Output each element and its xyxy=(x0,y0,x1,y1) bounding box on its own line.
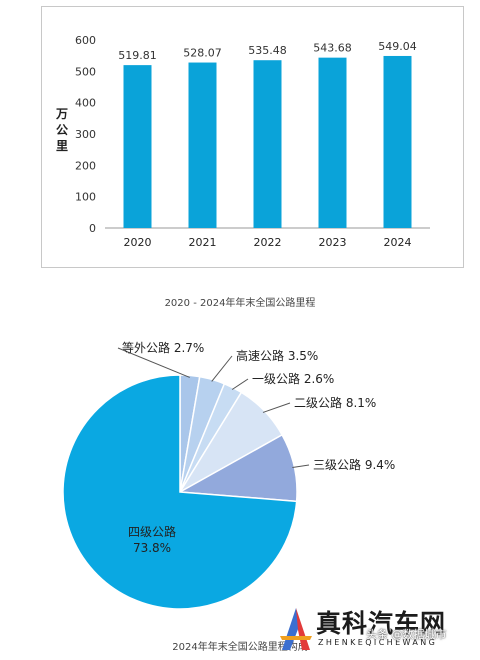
y-tick-label: 200 xyxy=(75,159,96,172)
y-tick-label: 0 xyxy=(89,222,96,235)
pie-slice-value-label: 73.8% xyxy=(133,541,171,555)
x-tick-label: 2023 xyxy=(319,236,347,249)
bar xyxy=(383,55,412,228)
y-tick-label: 400 xyxy=(75,97,96,110)
bar xyxy=(188,62,217,228)
x-tick-label: 2021 xyxy=(189,236,217,249)
watermark-title: 真科汽车网 xyxy=(316,609,447,638)
pie-slice-label: 二级公路 8.1% xyxy=(294,395,376,410)
pie-slice-label: 高速公路 3.5% xyxy=(236,348,318,363)
bar xyxy=(253,60,282,229)
pie-slice-label: 四级公路 xyxy=(128,524,176,539)
bar-value-label: 549.04 xyxy=(378,40,417,53)
y-axis-label: 万公里 xyxy=(55,107,68,153)
bar-value-label: 528.07 xyxy=(183,47,222,60)
watermark-logo: 真科汽车网 ZHENKEQICHEWANG 头条 @数据城市 xyxy=(278,604,478,656)
bar-chart: 0 100 200 300 400 500 600 万公里 519.81 2020 528.07 20… xyxy=(55,34,430,249)
pie-leader-line xyxy=(262,402,291,413)
y-tick-label: 300 xyxy=(75,128,96,141)
pie-leader-line xyxy=(231,378,249,390)
pie-slice-label: 一级公路 2.6% xyxy=(252,371,334,386)
bar-value-label: 543.68 xyxy=(313,42,352,55)
y-tick-label: 500 xyxy=(75,65,96,78)
watermark-subtitle: ZHENKEQICHEWANG xyxy=(318,638,438,647)
pie-slice-label: 等外公路 2.7% xyxy=(122,340,204,355)
bar-chart-caption: 2020 - 2024年年末全国公路里程 xyxy=(164,298,316,309)
watermark-tag: 头条 @数据城市 xyxy=(366,628,447,641)
x-tick-label: 2024 xyxy=(384,236,412,249)
pie-leader-line xyxy=(117,347,190,378)
bar-value-label: 519.81 xyxy=(118,49,157,62)
pie-chart-caption: 2024年年末全国公路里程构成 xyxy=(172,642,308,653)
pie-slice-label: 三级公路 9.4% xyxy=(313,457,395,472)
pie-slice xyxy=(62,374,298,610)
y-tick-label: 600 xyxy=(75,34,96,47)
logo-mark-icon xyxy=(280,608,312,650)
pie-leader-line xyxy=(292,464,310,468)
pie-leader-line xyxy=(211,355,233,382)
bar-value-label: 535.48 xyxy=(248,44,287,57)
x-tick-label: 2020 xyxy=(124,236,152,249)
bar xyxy=(318,57,347,228)
y-tick-label: 100 xyxy=(75,191,96,204)
x-tick-label: 2022 xyxy=(254,236,282,249)
bar xyxy=(123,65,152,229)
